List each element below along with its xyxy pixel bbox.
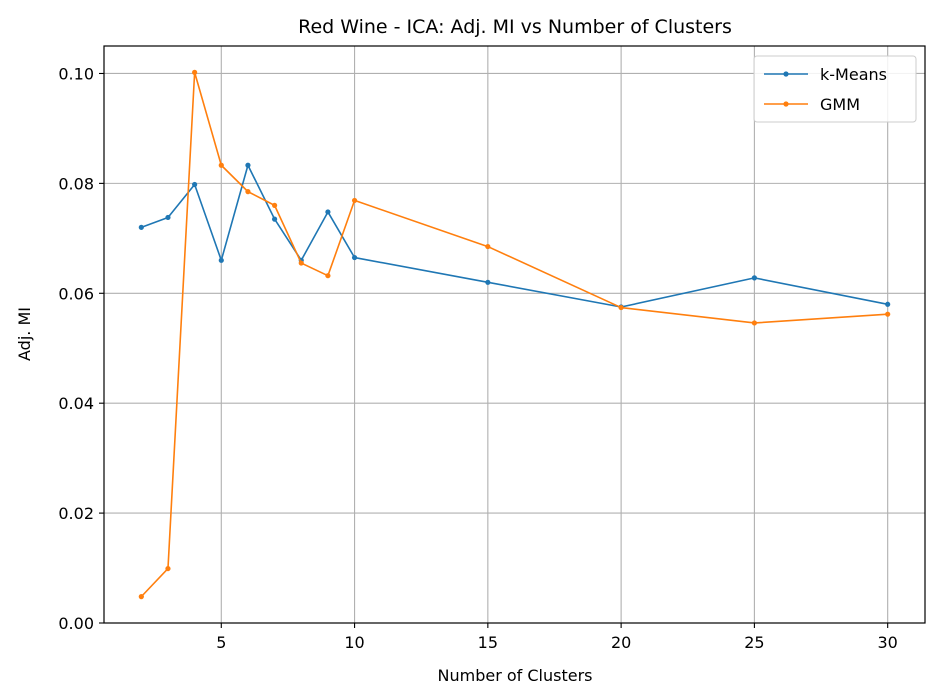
data-point-gmm	[245, 189, 251, 195]
data-point-gmm	[271, 202, 278, 208]
x-tick-label: 5	[216, 633, 226, 652]
data-point-k-means	[885, 301, 891, 307]
y-tick-label: 0.00	[58, 614, 94, 633]
x-axis-title: Number of Clusters	[438, 666, 593, 685]
x-tick-label: 15	[478, 633, 498, 652]
data-point-k-means	[751, 275, 758, 281]
y-tick-label: 0.10	[58, 64, 94, 83]
data-point-gmm	[218, 162, 224, 168]
data-point-k-means	[138, 224, 144, 230]
data-point-k-means	[165, 214, 171, 221]
grid-lines	[104, 46, 925, 624]
y-tick-label: 0.06	[58, 284, 94, 303]
x-tick-label: 20	[611, 633, 631, 652]
chart-title: Red Wine - ICA: Adj. MI vs Number of Clu…	[298, 16, 732, 38]
y-tick-label: 0.08	[58, 174, 94, 193]
y-tick-label: 0.02	[58, 504, 94, 523]
data-point-gmm	[618, 304, 624, 311]
data-point-k-means	[192, 181, 198, 188]
data-point-gmm	[192, 69, 198, 75]
legend-box	[753, 55, 917, 123]
data-point-gmm	[351, 197, 358, 204]
legend-marker-gmm	[783, 101, 789, 107]
data-point-k-means	[245, 162, 251, 168]
data-point-gmm	[138, 594, 144, 600]
x-tick-label: 25	[744, 633, 764, 652]
data-point-k-means	[218, 257, 224, 263]
data-point-gmm	[885, 311, 891, 317]
data-point-gmm	[751, 320, 758, 326]
y-tick-label: 0.04	[58, 394, 94, 413]
data-point-gmm	[298, 260, 304, 266]
x-tick-label: 10	[344, 633, 364, 652]
series-layer	[138, 69, 891, 600]
data-point-gmm	[325, 273, 331, 279]
data-point-gmm	[485, 243, 491, 250]
data-point-gmm	[165, 565, 171, 572]
data-point-k-means	[351, 254, 358, 261]
y-axis-title: Adj. MI	[15, 307, 34, 361]
legend-label-kmeans: k-Means	[820, 65, 887, 84]
legend: k-Means GMM	[753, 55, 917, 123]
plot-frame	[103, 45, 926, 624]
tick-layer: 5 10 15 20 25 30 0.00 0.02 0.04 0.06 0.08 0.10	[58, 64, 897, 652]
data-point-k-means	[325, 209, 331, 215]
data-point-k-means	[485, 279, 491, 285]
legend-label-gmm: GMM	[820, 95, 860, 114]
data-point-k-means	[271, 216, 278, 222]
x-tick-label: 30	[878, 633, 898, 652]
legend-marker-kmeans	[783, 71, 789, 77]
